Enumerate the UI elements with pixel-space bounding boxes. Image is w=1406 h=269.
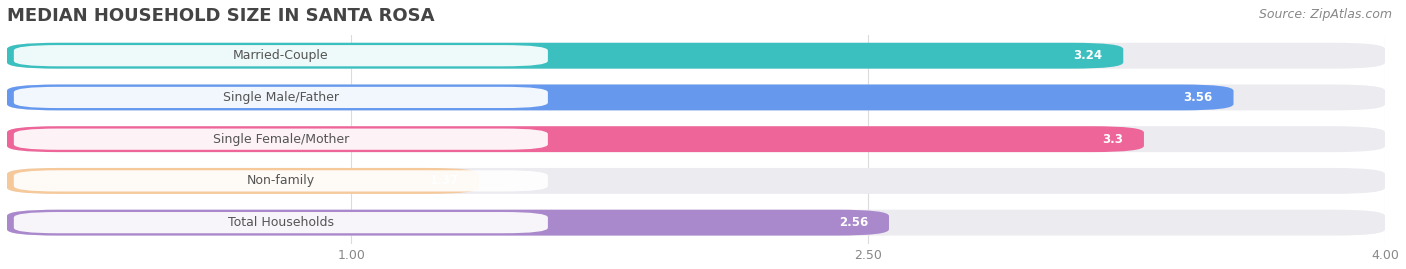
Text: 3.56: 3.56 — [1184, 91, 1213, 104]
FancyBboxPatch shape — [7, 43, 1123, 69]
FancyBboxPatch shape — [7, 210, 889, 236]
FancyBboxPatch shape — [7, 126, 1144, 152]
FancyBboxPatch shape — [7, 126, 1385, 152]
FancyBboxPatch shape — [14, 45, 548, 66]
Text: Single Male/Father: Single Male/Father — [224, 91, 339, 104]
FancyBboxPatch shape — [7, 43, 1385, 69]
Text: Source: ZipAtlas.com: Source: ZipAtlas.com — [1258, 8, 1392, 21]
FancyBboxPatch shape — [7, 84, 1233, 110]
Text: MEDIAN HOUSEHOLD SIZE IN SANTA ROSA: MEDIAN HOUSEHOLD SIZE IN SANTA ROSA — [7, 7, 434, 25]
Text: 3.3: 3.3 — [1102, 133, 1123, 146]
FancyBboxPatch shape — [7, 168, 1385, 194]
FancyBboxPatch shape — [7, 210, 1385, 236]
Text: 1.37: 1.37 — [429, 174, 458, 187]
FancyBboxPatch shape — [14, 212, 548, 233]
Text: 3.24: 3.24 — [1073, 49, 1102, 62]
FancyBboxPatch shape — [14, 87, 548, 108]
FancyBboxPatch shape — [7, 84, 1385, 110]
Text: Married-Couple: Married-Couple — [233, 49, 329, 62]
Text: 2.56: 2.56 — [839, 216, 869, 229]
FancyBboxPatch shape — [14, 170, 548, 192]
Text: Single Female/Mother: Single Female/Mother — [212, 133, 349, 146]
FancyBboxPatch shape — [14, 129, 548, 150]
Text: Non-family: Non-family — [247, 174, 315, 187]
Text: Total Households: Total Households — [228, 216, 333, 229]
FancyBboxPatch shape — [7, 168, 479, 194]
